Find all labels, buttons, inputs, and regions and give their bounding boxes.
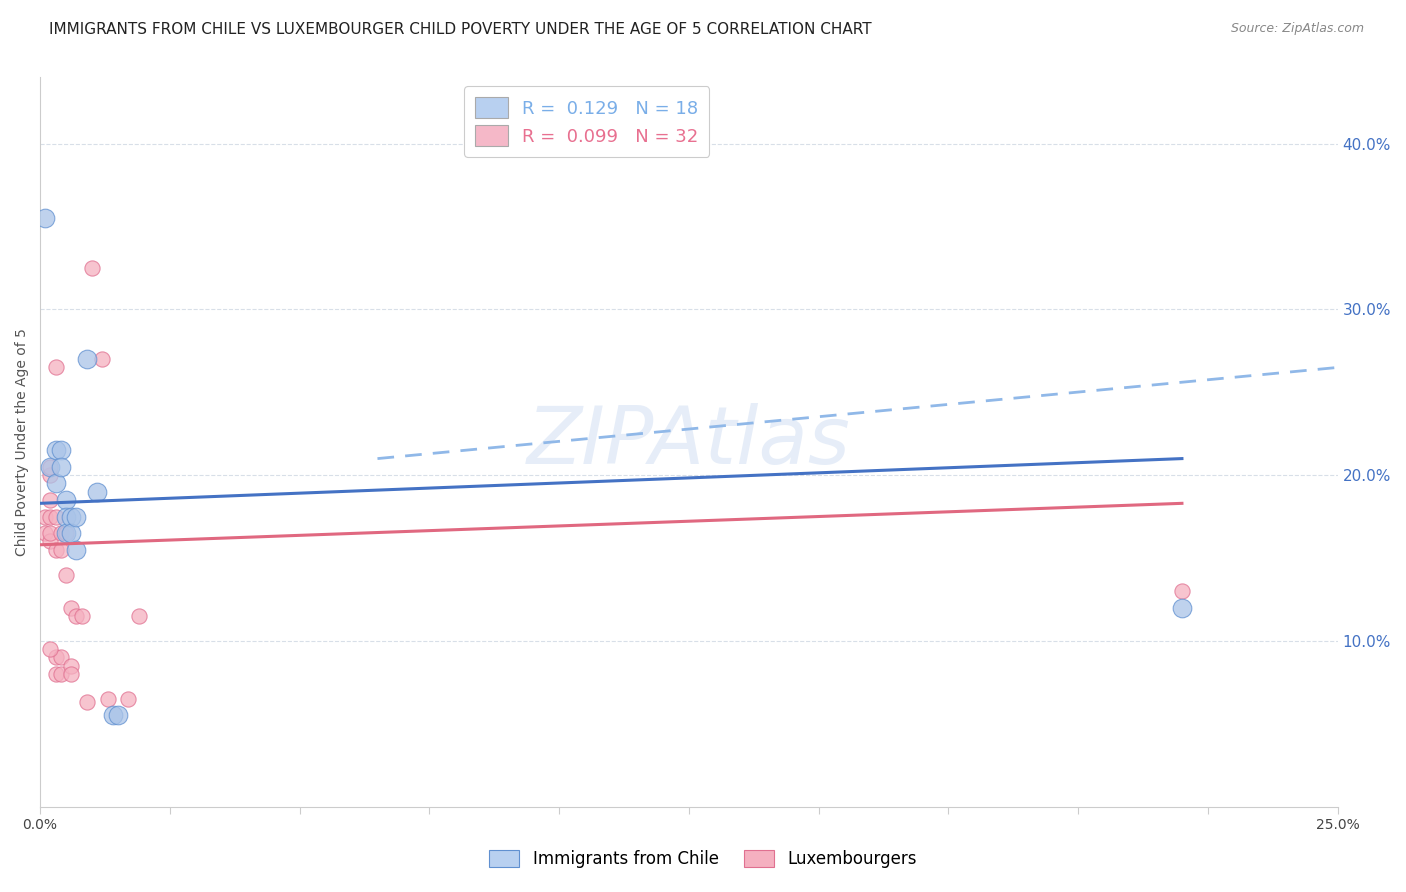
Point <box>39 642 62 657</box>
Point <box>60 509 83 524</box>
Point <box>49 650 72 665</box>
Point <box>70 609 93 624</box>
Point <box>60 600 83 615</box>
Point <box>49 667 72 681</box>
Point <box>76 352 98 367</box>
Point <box>55 493 77 508</box>
Point <box>39 468 62 483</box>
Text: Source: ZipAtlas.com: Source: ZipAtlas.com <box>1230 22 1364 36</box>
Point <box>39 526 62 541</box>
Legend: R =  0.129   N = 18, R =  0.099   N = 32: R = 0.129 N = 18, R = 0.099 N = 32 <box>464 87 709 157</box>
Point <box>45 667 67 681</box>
Legend: Immigrants from Chile, Luxembourgers: Immigrants from Chile, Luxembourgers <box>482 843 924 875</box>
Point <box>39 534 62 549</box>
Point <box>117 691 139 706</box>
Point <box>65 542 87 557</box>
Point <box>97 691 120 706</box>
Point <box>1171 584 1194 599</box>
Point <box>86 484 108 499</box>
Point <box>45 650 67 665</box>
Point <box>45 476 67 491</box>
Point <box>34 509 56 524</box>
Point <box>55 509 77 524</box>
Point <box>1171 600 1194 615</box>
Point <box>49 526 72 541</box>
Point <box>128 609 150 624</box>
Point <box>34 526 56 541</box>
Point <box>34 211 56 226</box>
Point <box>55 526 77 541</box>
Point <box>45 542 67 557</box>
Point <box>60 667 83 681</box>
Point <box>55 567 77 582</box>
Point <box>65 509 87 524</box>
Point <box>39 493 62 508</box>
Text: IMMIGRANTS FROM CHILE VS LUXEMBOURGER CHILD POVERTY UNDER THE AGE OF 5 CORRELATI: IMMIGRANTS FROM CHILE VS LUXEMBOURGER CH… <box>49 22 872 37</box>
Text: ZIPAtlas: ZIPAtlas <box>527 403 851 481</box>
Point <box>101 708 124 723</box>
Y-axis label: Child Poverty Under the Age of 5: Child Poverty Under the Age of 5 <box>15 328 30 556</box>
Point <box>49 443 72 458</box>
Point <box>76 695 98 709</box>
Point <box>45 509 67 524</box>
Point <box>49 542 72 557</box>
Point <box>39 459 62 474</box>
Point <box>55 526 77 541</box>
Point <box>49 459 72 474</box>
Point <box>80 260 103 275</box>
Point <box>91 352 114 367</box>
Point <box>60 526 83 541</box>
Point <box>39 509 62 524</box>
Point <box>107 708 129 723</box>
Point <box>45 443 67 458</box>
Point <box>45 360 67 375</box>
Point <box>60 658 83 673</box>
Point <box>39 459 62 474</box>
Point <box>65 609 87 624</box>
